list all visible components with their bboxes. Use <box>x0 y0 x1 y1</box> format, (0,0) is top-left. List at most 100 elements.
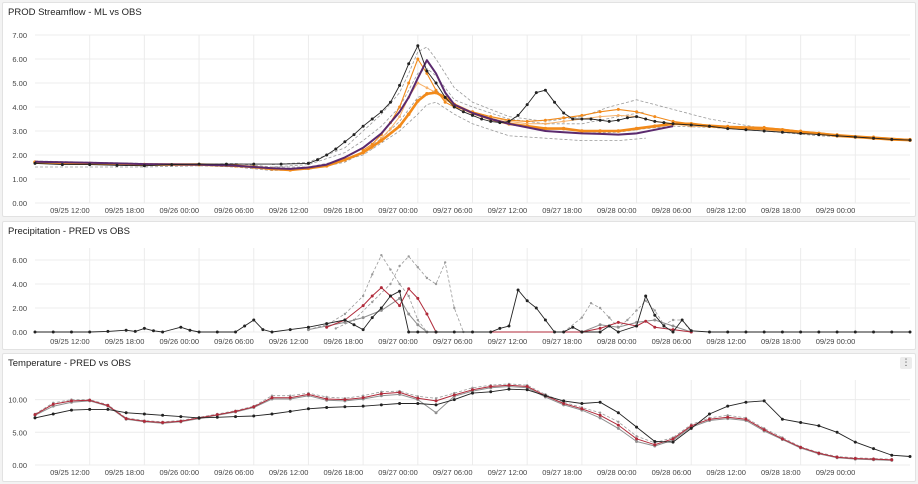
data-point-pred <box>744 417 748 421</box>
data-point-obs <box>890 137 894 141</box>
data-point-obs <box>379 110 383 114</box>
data-point-obs <box>543 318 547 322</box>
data-point-pred_gray <box>398 296 402 300</box>
data-point-obs <box>279 162 283 166</box>
data-point-obs <box>325 322 329 326</box>
data-point-obs <box>689 426 693 430</box>
data-point-obs <box>662 324 666 328</box>
data-point-pred <box>835 455 839 459</box>
y-tick-label: 5.00 <box>12 79 27 88</box>
data-point-forecast <box>443 100 447 104</box>
streamflow-panel: PROD Streamflow - ML vs OBS 0.00 1.00 2.00… <box>2 2 916 217</box>
data-point-pred <box>361 396 365 400</box>
x-tick-label: 09/26 06:00 <box>214 337 254 346</box>
panel-title: PROD Streamflow - ML vs OBS <box>8 7 142 18</box>
x-tick-label: 09/26 06:00 <box>214 468 254 477</box>
y-tick-label: 10.00 <box>8 396 27 405</box>
data-point-obs <box>817 133 821 137</box>
data-point-pred_gray <box>416 323 420 327</box>
series-line-ensemble <box>34 383 892 460</box>
data-point-forecast <box>489 115 493 119</box>
data-point-obs <box>543 88 547 92</box>
data-point-pred <box>252 405 256 409</box>
data-point-pred_gray <box>598 323 602 327</box>
data-point-obs <box>388 100 392 104</box>
data-point-obs <box>252 414 256 418</box>
data-point-obs <box>343 318 347 322</box>
data-point-obs <box>161 330 165 334</box>
x-tick-label: 09/25 12:00 <box>50 337 90 346</box>
data-point-pred <box>890 458 894 462</box>
x-tick-label: 09/28 00:00 <box>597 337 637 346</box>
data-point-pred_gray <box>616 426 620 430</box>
data-point-obs <box>142 412 146 416</box>
data-point-obs <box>908 138 912 142</box>
data-point-obs <box>379 306 383 310</box>
data-point-obs <box>872 330 876 334</box>
data-point-obs <box>908 330 912 334</box>
panel-title: Temperature - PRED vs OBS <box>8 358 132 369</box>
data-point-obs <box>835 330 839 334</box>
data-point-obs <box>452 398 456 402</box>
x-tick-label: 09/26 18:00 <box>324 206 364 215</box>
data-point-obs <box>780 330 784 334</box>
data-point-ensemble <box>653 309 656 312</box>
data-point-forecast_light <box>425 86 429 90</box>
data-point-ensemble <box>626 318 629 322</box>
data-point-forecast_thick <box>406 112 411 116</box>
y-tick-label: 3.00 <box>12 127 27 136</box>
y-tick-label: 4.00 <box>12 280 27 289</box>
x-tick-label: 09/28 18:00 <box>761 206 801 215</box>
data-point-pred <box>379 392 383 396</box>
data-point-pred_gray <box>598 416 602 420</box>
data-point-ensemble <box>434 397 438 400</box>
data-point-obs <box>88 163 92 167</box>
data-point-obs <box>115 163 119 167</box>
data-point-obs <box>635 324 639 328</box>
data-point-obs <box>197 162 201 166</box>
data-point-pred <box>69 399 73 403</box>
data-point-ensemble <box>635 435 638 438</box>
data-point-pred <box>653 325 657 329</box>
data-point-obs <box>762 330 766 334</box>
data-point-obs <box>571 325 575 329</box>
x-tick-label: 09/27 06:00 <box>433 337 473 346</box>
data-point-obs <box>69 408 73 412</box>
data-point-obs <box>388 294 392 298</box>
data-point-obs <box>671 330 675 334</box>
data-point-obs <box>525 299 529 303</box>
data-point-forecast_light <box>389 127 392 130</box>
data-point-obs <box>133 329 137 333</box>
x-tick-label: 09/29 00:00 <box>816 206 856 215</box>
data-point-ensemble <box>589 302 593 305</box>
data-point-obs <box>306 407 310 411</box>
y-tick-label: 2.00 <box>12 151 27 160</box>
data-point-obs <box>51 412 55 416</box>
x-tick-label: 09/28 12:00 <box>706 337 746 346</box>
y-tick-label: 4.00 <box>12 103 27 112</box>
data-point-obs <box>234 415 238 419</box>
data-point-ensemble <box>389 268 392 271</box>
data-point-obs <box>580 402 584 406</box>
x-tick-label: 09/26 12:00 <box>269 337 309 346</box>
x-tick-label: 09/28 06:00 <box>652 206 692 215</box>
data-point-obs <box>562 111 566 115</box>
data-point-pred <box>471 388 474 392</box>
data-point-obs <box>416 330 420 334</box>
data-point-obs <box>398 402 402 406</box>
data-point-obs <box>890 453 894 457</box>
data-point-pred <box>562 402 566 406</box>
kebab-menu-icon[interactable]: ⋮ <box>900 357 912 369</box>
data-point-obs <box>379 403 383 407</box>
data-point-pred <box>398 304 402 308</box>
data-point-ensemble <box>343 312 347 316</box>
data-point-forecast <box>635 110 639 114</box>
streamflow-chart: 0.00 1.00 2.00 3.00 4.00 5.00 6.00 7.00 09/25 12… <box>12 31 912 215</box>
data-point-obs <box>343 140 347 144</box>
data-point-obs <box>653 439 657 443</box>
data-point-ensemble <box>398 264 401 268</box>
data-point-pred <box>288 396 292 400</box>
data-point-pred <box>161 421 165 424</box>
data-point-obs <box>489 390 493 394</box>
data-point-forecast <box>416 57 420 61</box>
